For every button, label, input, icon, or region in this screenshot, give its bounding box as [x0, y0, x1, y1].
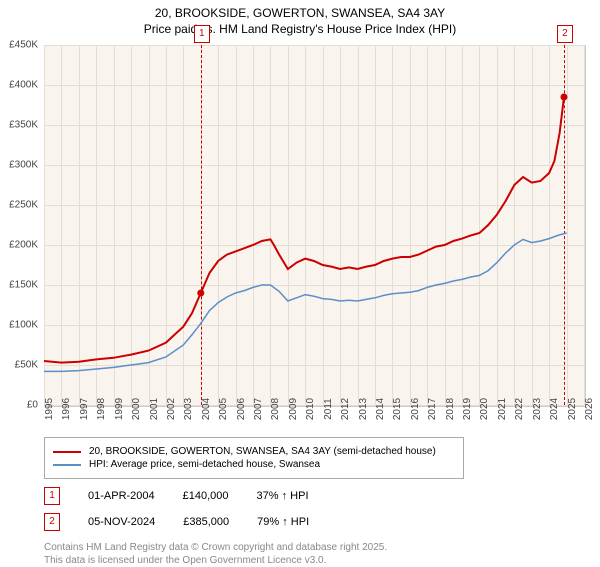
- data-row: 1 01-APR-2004 £140,000 37% ↑ HPI: [44, 487, 600, 505]
- y-tick-label: £400K: [9, 80, 38, 91]
- x-tick-label: 2026: [584, 398, 595, 420]
- y-tick-label: £350K: [9, 120, 38, 131]
- data-row-marker: 1: [44, 487, 60, 505]
- y-tick-label: £0: [27, 400, 38, 411]
- marker-box: 1: [194, 25, 210, 43]
- chart-title: 20, BROOKSIDE, GOWERTON, SWANSEA, SA4 3A…: [0, 0, 600, 37]
- title-line2: Price paid vs. HM Land Registry's House …: [0, 22, 600, 38]
- y-tick-label: £450K: [9, 40, 38, 51]
- footer-line1: Contains HM Land Registry data © Crown c…: [44, 541, 600, 554]
- title-line1: 20, BROOKSIDE, GOWERTON, SWANSEA, SA4 3A…: [0, 6, 600, 22]
- y-tick-label: £50K: [15, 360, 38, 371]
- legend-swatch-blue: [53, 464, 81, 466]
- data-row: 2 05-NOV-2024 £385,000 79% ↑ HPI: [44, 513, 600, 531]
- data-row-marker: 2: [44, 513, 60, 531]
- data-row-date: 05-NOV-2024: [88, 516, 155, 528]
- chart-container: 20, BROOKSIDE, GOWERTON, SWANSEA, SA4 3A…: [0, 0, 600, 560]
- y-tick-label: £300K: [9, 160, 38, 171]
- y-tick-label: £150K: [9, 280, 38, 291]
- line-series: [44, 45, 584, 405]
- footer: Contains HM Land Registry data © Crown c…: [44, 541, 600, 567]
- legend-swatch-red: [53, 451, 81, 453]
- legend: 20, BROOKSIDE, GOWERTON, SWANSEA, SA4 3A…: [44, 437, 464, 479]
- legend-row-red: 20, BROOKSIDE, GOWERTON, SWANSEA, SA4 3A…: [53, 446, 455, 457]
- up-arrow-icon: ↑: [282, 490, 288, 502]
- up-arrow-icon: ↑: [282, 516, 288, 528]
- data-row-price: £140,000: [183, 490, 229, 502]
- y-tick-label: £200K: [9, 240, 38, 251]
- legend-label-blue: HPI: Average price, semi-detached house,…: [89, 459, 320, 470]
- data-row-date: 01-APR-2004: [88, 490, 155, 502]
- legend-label-red: 20, BROOKSIDE, GOWERTON, SWANSEA, SA4 3A…: [89, 446, 436, 457]
- chart-area: £0£50K£100K£150K£200K£250K£300K£350K£400…: [44, 45, 584, 405]
- marker-box: 2: [557, 25, 573, 43]
- y-tick-label: £250K: [9, 200, 38, 211]
- data-row-pct: 79% ↑ HPI: [257, 516, 309, 528]
- series-end-dot: [560, 94, 567, 101]
- data-row-price: £385,000: [183, 516, 229, 528]
- footer-line2: This data is licensed under the Open Gov…: [44, 554, 600, 567]
- series-line: [44, 97, 564, 363]
- series-line: [44, 233, 567, 371]
- data-rows: 1 01-APR-2004 £140,000 37% ↑ HPI 2 05-NOV-202…: [0, 487, 600, 531]
- data-row-pct: 37% ↑ HPI: [257, 490, 309, 502]
- y-tick-label: £100K: [9, 320, 38, 331]
- series-marker-dot: [197, 290, 204, 297]
- legend-row-blue: HPI: Average price, semi-detached house,…: [53, 459, 455, 470]
